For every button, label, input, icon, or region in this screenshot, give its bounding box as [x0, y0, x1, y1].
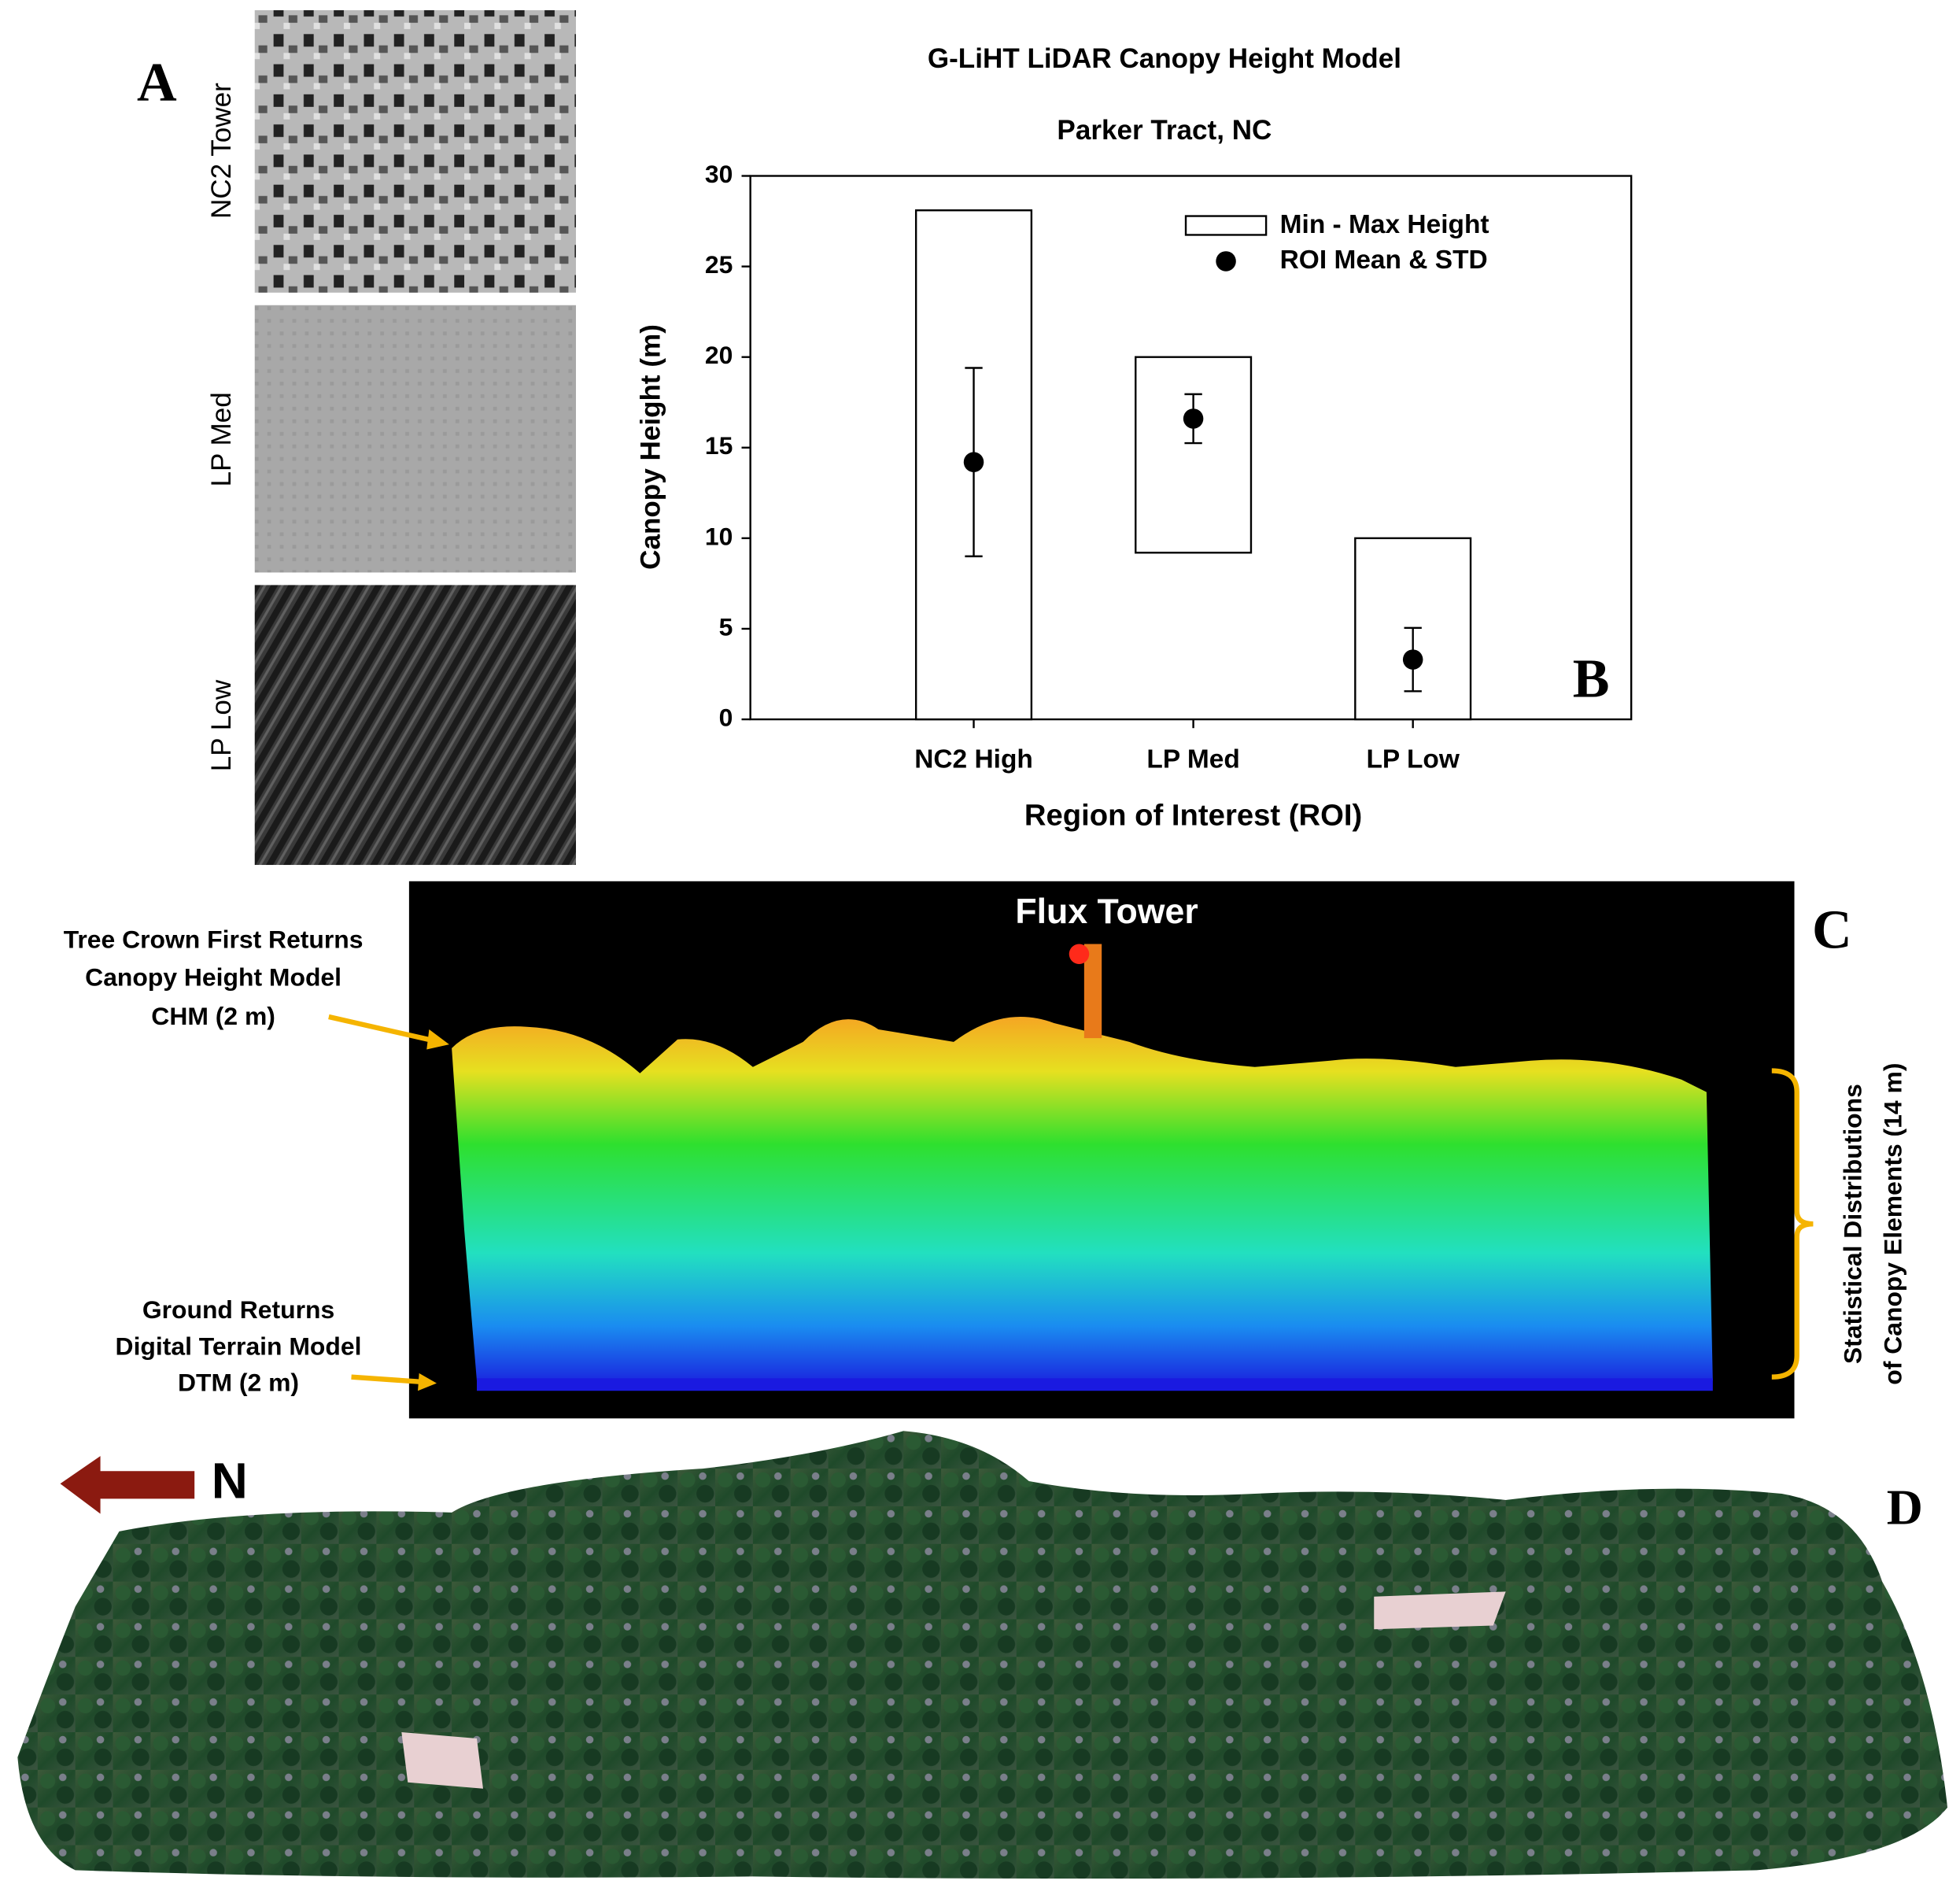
flux-tower-top: [1069, 944, 1090, 965]
annotation: DTM (2 m): [178, 1369, 299, 1397]
annotation: Digital Terrain Model: [116, 1332, 362, 1360]
panel-label: C: [1812, 899, 1852, 960]
x-tick-label: LP Low: [1366, 745, 1460, 774]
annotation: of Canopy Elements (14 m): [1878, 1063, 1906, 1385]
annotation: Canopy Height Model: [85, 963, 341, 992]
mean-dot: [1183, 408, 1204, 429]
x-tick-label: LP Med: [1146, 745, 1239, 774]
ground-returns: [477, 1378, 1713, 1391]
annotation: Ground Returns: [142, 1295, 334, 1324]
panel-title: Flux Tower: [1015, 892, 1198, 931]
y-tick-label: 15: [705, 431, 733, 460]
arrow: [328, 1014, 440, 1045]
annotation: CHM (2 m): [151, 1002, 275, 1030]
arrow-head: [418, 1373, 437, 1391]
arrow: [351, 1374, 425, 1385]
north-label: N: [212, 1453, 248, 1509]
annotation: Statistical Distributions: [1838, 1084, 1866, 1364]
image: [254, 585, 576, 866]
x-tick-label: NC2 High: [914, 745, 1033, 774]
panel-label: A: [137, 52, 177, 113]
chart-title: G-LiHT LiDAR Canopy Height Model: [928, 43, 1401, 74]
y-tick-label: 0: [719, 703, 733, 731]
y-tick-label: 10: [705, 522, 733, 550]
image-label: LP Med: [206, 392, 237, 486]
forest-image: [17, 1431, 1948, 1879]
image: [254, 305, 576, 573]
clearing: [1374, 1591, 1506, 1630]
chart-subtitle: Parker Tract, NC: [1057, 115, 1272, 146]
y-axis-label: Canopy Height (m): [636, 324, 666, 570]
legend-swatch: [1184, 215, 1268, 236]
clearing: [401, 1732, 483, 1789]
panel-label: B: [1573, 648, 1610, 709]
y-tick-label: 5: [719, 612, 733, 641]
legend-label: ROI Mean & STD: [1280, 246, 1488, 275]
image-label: NC2 Tower: [206, 83, 237, 219]
range-bar: [1135, 356, 1253, 554]
flux-tower: [1083, 944, 1102, 1039]
x-axis-label: Region of Interest (ROI): [1024, 799, 1362, 833]
y-tick-label: 25: [705, 250, 733, 279]
legend-swatch: [1216, 251, 1236, 272]
mean-dot: [963, 452, 984, 472]
legend-label: Min - Max Height: [1280, 210, 1489, 239]
arrow-head: [426, 1029, 449, 1050]
mean-dot: [1402, 649, 1423, 670]
annotation: Tree Crown First Returns: [64, 926, 364, 954]
y-tick-label: 20: [705, 341, 733, 369]
panel-label: D: [1887, 1480, 1923, 1535]
y-tick-label: 30: [705, 160, 733, 188]
image-label: LP Low: [206, 679, 237, 771]
north-arrow: [60, 1456, 195, 1514]
image: [254, 10, 576, 293]
bracket: [1771, 1068, 1814, 1380]
point-cloud: [452, 1016, 1713, 1381]
